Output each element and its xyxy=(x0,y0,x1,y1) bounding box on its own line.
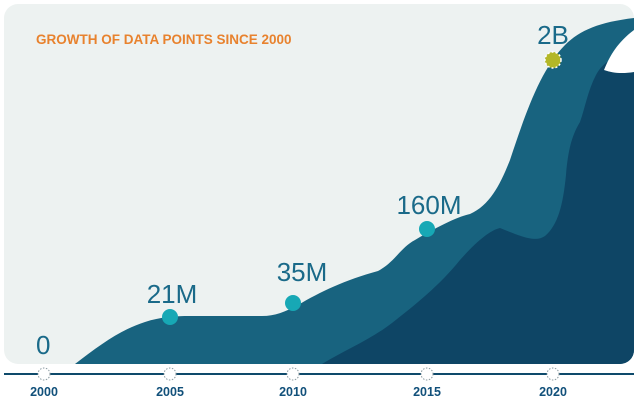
x-tick-marker-2000 xyxy=(37,367,51,381)
data-label-2000: 0 xyxy=(36,330,50,360)
x-tick-label-2000: 2000 xyxy=(30,385,58,399)
x-tick-label-2020: 2020 xyxy=(539,385,567,399)
data-label-2010: 35M xyxy=(277,257,328,287)
x-tick-marker-2020 xyxy=(546,367,560,381)
x-tick-label-2010: 2010 xyxy=(279,385,307,399)
data-markers xyxy=(162,51,562,325)
x-tick-marker-2010 xyxy=(286,367,300,381)
data-label-2020: 2B xyxy=(537,20,569,50)
x-axis-ticks: 2000 2005 2010 2015 2020 xyxy=(30,367,567,399)
panel-notch xyxy=(604,30,634,74)
x-tick-marker-2015 xyxy=(420,367,434,381)
data-marker-2010[interactable] xyxy=(285,295,301,311)
x-tick-label-2015: 2015 xyxy=(413,385,441,399)
chart-title: GROWTH OF DATA POINTS SINCE 2000 xyxy=(36,32,292,47)
data-marker-2020[interactable] xyxy=(544,51,562,69)
data-marker-2005[interactable] xyxy=(162,309,178,325)
data-label-2005: 21M xyxy=(147,279,198,309)
area-series-dark xyxy=(322,52,634,364)
data-label-2015: 160M xyxy=(396,190,461,220)
x-tick-label-2005: 2005 xyxy=(156,385,184,399)
area-group xyxy=(75,18,634,364)
data-labels: 0 21M 35M 160M 2B xyxy=(36,20,569,360)
x-tick-marker-2005 xyxy=(163,367,177,381)
data-marker-2015[interactable] xyxy=(419,221,435,237)
